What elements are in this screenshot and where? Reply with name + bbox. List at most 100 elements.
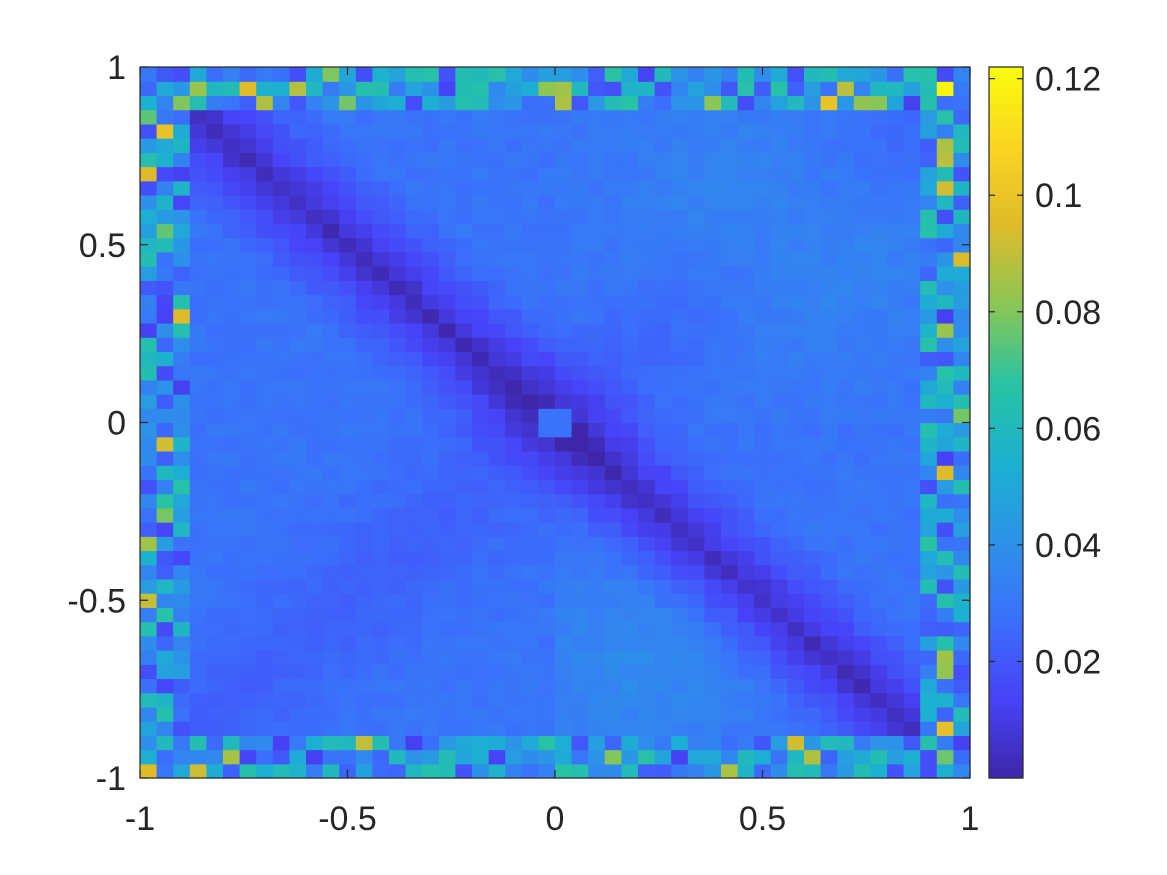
heatmap-cell (588, 138, 606, 153)
colorbar-segment (989, 67, 1023, 72)
heatmap-cell (173, 123, 191, 139)
heatmap-cell (571, 763, 589, 779)
heatmap-cell (422, 621, 440, 637)
heatmap-cell (256, 322, 274, 338)
heatmap-cell (721, 294, 739, 310)
heatmap-cell (754, 394, 772, 409)
heatmap-cell (538, 337, 556, 352)
heatmap-cell (721, 593, 739, 608)
heatmap-cell (272, 536, 290, 552)
heatmap-cell (887, 749, 905, 765)
colorbar-segment (989, 326, 1023, 331)
heatmap-cell (455, 721, 473, 736)
heatmap-cell (156, 749, 174, 765)
heatmap-cell (472, 664, 490, 680)
heatmap-cell (820, 593, 838, 608)
heatmap-cell (206, 379, 224, 395)
heatmap-cell (887, 294, 905, 310)
heatmap-cell (853, 251, 871, 267)
heatmap-cell (604, 507, 622, 523)
heatmap-cell (621, 507, 639, 523)
heatmap-cell (505, 322, 523, 338)
heatmap-cell (837, 123, 855, 139)
heatmap-cell (206, 706, 224, 722)
heatmap-cell (339, 237, 357, 253)
heatmap-cell (505, 109, 523, 125)
heatmap-cell (505, 522, 523, 537)
colorbar-segment (989, 173, 1023, 178)
heatmap-cell (721, 493, 739, 509)
heatmap-cell (239, 706, 257, 722)
heatmap-cell (920, 194, 938, 210)
heatmap-cell (621, 394, 639, 409)
heatmap-cell (206, 650, 224, 665)
heatmap-cell (472, 152, 490, 168)
heatmap-cell (820, 721, 838, 736)
heatmap-cell (422, 81, 440, 97)
heatmap-cell (571, 280, 589, 296)
heatmap-cell (189, 394, 207, 409)
heatmap-cell (256, 138, 274, 153)
heatmap-cell (953, 294, 971, 310)
heatmap-cell (472, 266, 490, 281)
colorbar-segment (989, 202, 1023, 207)
heatmap-cell (339, 522, 357, 537)
heatmap-cell (820, 67, 838, 82)
heatmap-cell (588, 678, 606, 694)
heatmap-cell (820, 379, 838, 395)
heatmap-cell (870, 749, 888, 765)
heatmap-cell (804, 664, 822, 680)
colorbar-segment (989, 699, 1023, 704)
heatmap-cell (306, 735, 324, 751)
colorbar-segment (989, 664, 1023, 669)
heatmap-cell (355, 522, 373, 537)
heatmap-cell (770, 308, 788, 324)
heatmap-cell (306, 337, 324, 352)
heatmap-cell (588, 95, 606, 111)
heatmap-cell (538, 308, 556, 324)
heatmap-cell (920, 621, 938, 637)
heatmap-cell (936, 578, 954, 594)
heatmap-cell (339, 223, 357, 239)
colorbar-segment (989, 88, 1023, 93)
heatmap-cell (455, 95, 473, 111)
heatmap-cell (853, 607, 871, 623)
heatmap-cell (306, 621, 324, 637)
heatmap-cell (239, 280, 257, 296)
heatmap-cell (239, 95, 257, 111)
heatmap-cell (671, 237, 689, 253)
heatmap-cell (737, 67, 755, 82)
heatmap-cell (289, 337, 307, 352)
heatmap-cell (737, 237, 755, 253)
heatmap-cell (422, 678, 440, 694)
heatmap-cell (239, 692, 257, 708)
heatmap-cell (654, 408, 672, 424)
heatmap-cell (538, 81, 556, 97)
heatmap-cell (953, 450, 971, 466)
heatmap-cell (472, 209, 490, 225)
heatmap-cell (455, 251, 473, 267)
colorbar-segment (989, 219, 1023, 225)
heatmap-cell (671, 223, 689, 239)
heatmap-cell (721, 365, 739, 381)
heatmap-cell (737, 337, 755, 352)
colorbar-segment (989, 454, 1023, 459)
heatmap-cell (521, 564, 539, 580)
heatmap-cell (804, 706, 822, 722)
colorbar-segment (989, 166, 1023, 171)
colorbar-segment (989, 490, 1023, 495)
heatmap-cell (505, 536, 523, 552)
heatmap-cell (571, 308, 589, 324)
heatmap-cell (953, 280, 971, 296)
heatmap-cell (588, 109, 606, 125)
heatmap-cell (604, 564, 622, 580)
heatmap-cell (472, 308, 490, 324)
heatmap-cell (953, 194, 971, 210)
heatmap-cell (239, 493, 257, 509)
heatmap-cell (671, 109, 689, 125)
heatmap-cell (355, 95, 373, 111)
heatmap-cell (223, 408, 241, 424)
heatmap-cell (422, 109, 440, 125)
heatmap-cell (820, 749, 838, 765)
heatmap-cell (173, 152, 191, 168)
